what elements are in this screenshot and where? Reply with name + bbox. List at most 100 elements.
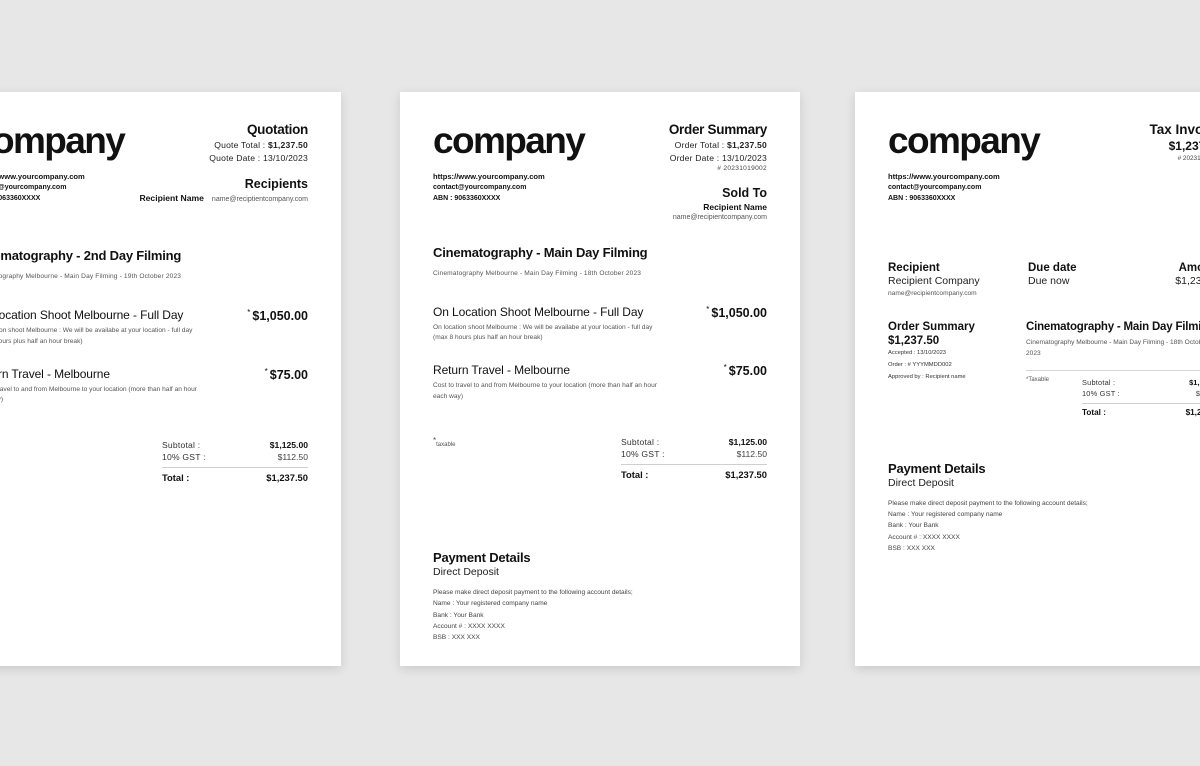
payment-method: Direct Deposit (433, 565, 499, 578)
recipient-email[interactable]: name@recipientcompany.com (672, 214, 767, 221)
company-email[interactable]: contact@yourcompany.com (0, 183, 67, 191)
subtotal-row: Subtotal : $1,125.00 (162, 439, 308, 451)
taxable-note: *taxable (433, 436, 455, 448)
subtotal-value: $1,125.00 (269, 440, 308, 451)
company-website[interactable]: https://www.yourcompany.com (433, 172, 545, 181)
tax-invoice-summary: Tax Invoice $1,237.50 # 20231019002 (1149, 122, 1200, 162)
invoice-meta-columns: Recipient Recipient Company name@recipie… (888, 262, 1200, 297)
payment-line: BSB : XXX XXX (888, 544, 935, 552)
recipient-company: Recipient Company (888, 275, 980, 288)
order-total-row: Order Total : $1,237.50 (669, 140, 767, 150)
company-logo: company (0, 120, 126, 161)
taxable-star-icon: * (264, 366, 268, 376)
company-email[interactable]: contact@yourcompany.com (433, 183, 527, 191)
gst-row: 10% GST : $112.50 (1082, 388, 1200, 399)
gst-label: 10% GST : (1082, 388, 1120, 398)
payment-line: Account # : XXXX XXXX (888, 533, 960, 541)
order-date-value: 13/10/2023 (721, 153, 767, 163)
invoice-totals-area: *Taxable Subtotal : $1,125.00 10% GST : … (1026, 377, 1200, 417)
gst-value: $112.50 (277, 452, 308, 463)
line-item-name: Return Travel - Melbourne (0, 366, 110, 381)
taxable-note: *Taxable (1026, 376, 1050, 383)
payment-detail-lines: Please make direct deposit payment to th… (433, 587, 767, 644)
line-items-divider (1026, 369, 1200, 371)
order-summary-title: Order Summary (888, 321, 975, 334)
totals-block: Subtotal : $1,125.00 10% GST : $112.50 T… (1082, 377, 1200, 417)
payment-line: Name : Your registered company name (433, 600, 548, 608)
quote-total-label: Quote Total : (214, 140, 266, 150)
company-block: company https://www.yourcompany.com cont… (433, 122, 586, 204)
gst-value: $112.50 (1195, 388, 1200, 398)
recipient-name: Recipient Name (139, 193, 204, 203)
line-item-amount: * $75.00 (724, 363, 767, 378)
order-summary-accepted: Accepted : 13/10/2023 (888, 350, 947, 357)
payment-line: Please make direct deposit payment to th… (433, 588, 633, 596)
invoice-body: Order Summary $1,237.50 Accepted : 13/10… (888, 321, 1200, 417)
payment-details-block: Payment Details Direct Deposit Please ma… (433, 550, 767, 644)
line-item-name: On Location Shoot Melbourne - Full Day (0, 308, 184, 323)
payment-details-title: Payment Details (888, 460, 986, 476)
line-items-section-subtitle: Cinematography Melbourne - Main Day Film… (1026, 339, 1200, 357)
recipient-email[interactable]: name@recipientcompany.com (888, 290, 977, 298)
amount-label: Amount (1178, 262, 1200, 275)
taxable-star-icon: * (433, 435, 437, 445)
line-item-description: On location shoot Melbourne : We will be… (0, 327, 193, 345)
payment-detail-lines: Please make direct deposit payment to th… (888, 498, 1200, 555)
line-item: Return Travel - Melbourne Cost to travel… (433, 363, 767, 401)
order-summary-document-card[interactable]: company https://www.yourcompany.com cont… (400, 92, 800, 666)
totals-area: *taxable Subtotal : $1,125.00 10% GST : … (433, 436, 767, 480)
total-label: Total : (1082, 407, 1106, 417)
quote-total-row: Quote Total : $1,237.50 (139, 140, 308, 150)
recipient-email[interactable]: name@reciptientcompany.com (211, 196, 308, 203)
line-item-amount: * $1,050.00 (706, 305, 767, 320)
line-item-name: On Location Shoot Melbourne - Full Day (433, 305, 644, 319)
order-summary-column: Order Summary $1,237.50 Accepted : 13/10… (888, 321, 1006, 416)
line-items-section-title: Cinematography - Main Day Filming (433, 245, 648, 260)
line-item-description: On location shoot Melbourne : We will be… (433, 324, 653, 342)
total-value: $1,237.50 (266, 472, 308, 484)
subtotal-label: Subtotal : (162, 440, 201, 451)
tax-invoice-header: company https://www.yourcompany.com cont… (888, 122, 1200, 204)
company-website[interactable]: https://www.yourcompany.com (0, 172, 85, 181)
gst-row: 10% GST : $112.50 (162, 451, 308, 463)
order-total-label: Order Total : (674, 140, 725, 150)
company-website[interactable]: https://www.yourcompany.com (888, 172, 1000, 181)
line-items-section-subtitle: Cinematography Melbourne - Main Day Film… (0, 273, 182, 281)
payment-method: Direct Deposit (888, 476, 954, 489)
payment-line: Name : Your registered company name (888, 510, 1003, 518)
line-item: On Location Shoot Melbourne - Full Day O… (433, 305, 767, 343)
line-item-amount-value: $75.00 (269, 368, 308, 383)
line-items-section-title: Cinematography - 2nd Day Filming (0, 248, 182, 264)
order-summary-block: Order Summary Order Total : $1,237.50 Or… (669, 122, 767, 221)
company-block: company https://www.yourcompany.com cont… (0, 120, 126, 204)
recipient-row: Recipient Name name@reciptientcompany.co… (139, 193, 308, 203)
quotation-summary: Quotation Quote Total : $1,237.50 Quote … (139, 122, 308, 203)
company-email[interactable]: contact@yourcompany.com (888, 183, 982, 191)
gst-value: $112.50 (736, 448, 767, 459)
grand-total-row: Total : $1,237.50 (1082, 408, 1200, 417)
line-item-amount: * $1,050.00 (247, 308, 308, 323)
line-item-amount-value: $1,050.00 (252, 309, 308, 324)
order-date-row: Order Date : 13/10/2023 (669, 153, 767, 163)
payment-details-block: Payment Details Direct Deposit Please ma… (888, 461, 1200, 555)
totals-divider (621, 463, 767, 465)
due-date-value: Due now (1028, 275, 1070, 288)
order-header: company https://www.yourcompany.com cont… (433, 122, 767, 221)
tax-invoice-document-card[interactable]: company https://www.yourcompany.com cont… (855, 92, 1200, 666)
totals-divider (1082, 402, 1200, 404)
payment-line: Bank : Your Bank (888, 522, 939, 530)
order-date-label: Order Date : (669, 153, 720, 163)
recipient-name: Recipient Name (703, 202, 767, 212)
line-item: Return Travel - Melbourne Cost to travel… (0, 367, 308, 405)
subtotal-row: Subtotal : $1,125.00 (1082, 377, 1200, 388)
subtotal-value: $1,125.00 (1189, 377, 1200, 387)
quotation-document-card[interactable]: company https://www.yourcompany.com cont… (0, 92, 341, 666)
line-item-amount: * $75.00 (265, 367, 308, 382)
document-type-label: Quotation (246, 122, 308, 137)
gst-label: 10% GST : (621, 448, 665, 459)
order-summary-order-number: Order : # YYYMMDD002 (888, 362, 952, 369)
line-item-amount-value: $75.00 (728, 364, 767, 379)
invoice-line-items-column: Cinematography - Main Day Filming Cinema… (1026, 321, 1200, 417)
payment-line: Bank : Your Bank (433, 611, 484, 619)
